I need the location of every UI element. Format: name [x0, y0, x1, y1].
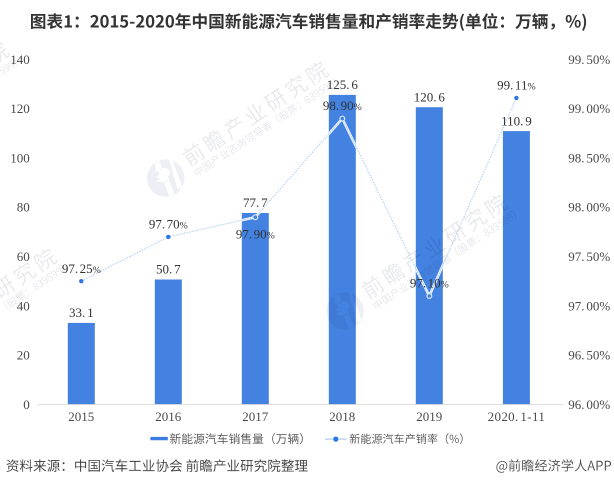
svg-text:110.9: 110. 9	[501, 113, 532, 128]
svg-text:97.10%: 97. 10%	[410, 276, 449, 291]
svg-text:99.11%: 99. 11%	[497, 77, 535, 92]
svg-text:98.50%: 98. 50%	[568, 150, 610, 165]
svg-text:96.50%: 96. 50%	[568, 348, 610, 363]
svg-text:97.50%: 97. 50%	[568, 249, 610, 264]
svg-text:120.6: 120. 6	[414, 89, 446, 104]
svg-text:33.1: 33. 1	[69, 305, 94, 320]
svg-text:2018: 2018	[329, 409, 355, 424]
svg-text:0: 0	[23, 397, 30, 412]
svg-text:96.00%: 96. 00%	[568, 397, 610, 412]
svg-text:2016: 2016	[155, 409, 182, 424]
svg-text:2020.1-11: 2020. 1-11	[488, 409, 546, 424]
svg-text:2017: 2017	[242, 409, 269, 424]
svg-text:99.00%: 99. 00%	[568, 101, 610, 116]
svg-text:125.6: 125. 6	[327, 77, 359, 92]
svg-text:20: 20	[17, 348, 30, 363]
svg-text:77.7: 77. 7	[243, 195, 268, 210]
svg-text:98.00%: 98. 00%	[568, 200, 610, 215]
svg-text:2019: 2019	[416, 409, 442, 424]
svg-text:100: 100	[10, 150, 30, 165]
svg-text:80: 80	[17, 200, 30, 215]
svg-text:120: 120	[10, 101, 30, 116]
svg-text:98.90%: 98. 90%	[323, 98, 362, 113]
svg-text:40: 40	[17, 298, 30, 313]
svg-text:97.25%: 97. 25%	[62, 261, 101, 276]
svg-text:97.90%: 97.90%	[236, 227, 275, 242]
svg-text:97.70%: 97. 70%	[149, 216, 188, 231]
svg-text:2015: 2015	[68, 409, 94, 424]
svg-text:97.00%: 97. 00%	[568, 298, 610, 313]
svg-text:99.50%: 99. 50%	[568, 52, 610, 67]
svg-text:50.7: 50. 7	[156, 262, 181, 277]
svg-text:140: 140	[10, 52, 30, 67]
svg-text:60: 60	[17, 249, 30, 264]
